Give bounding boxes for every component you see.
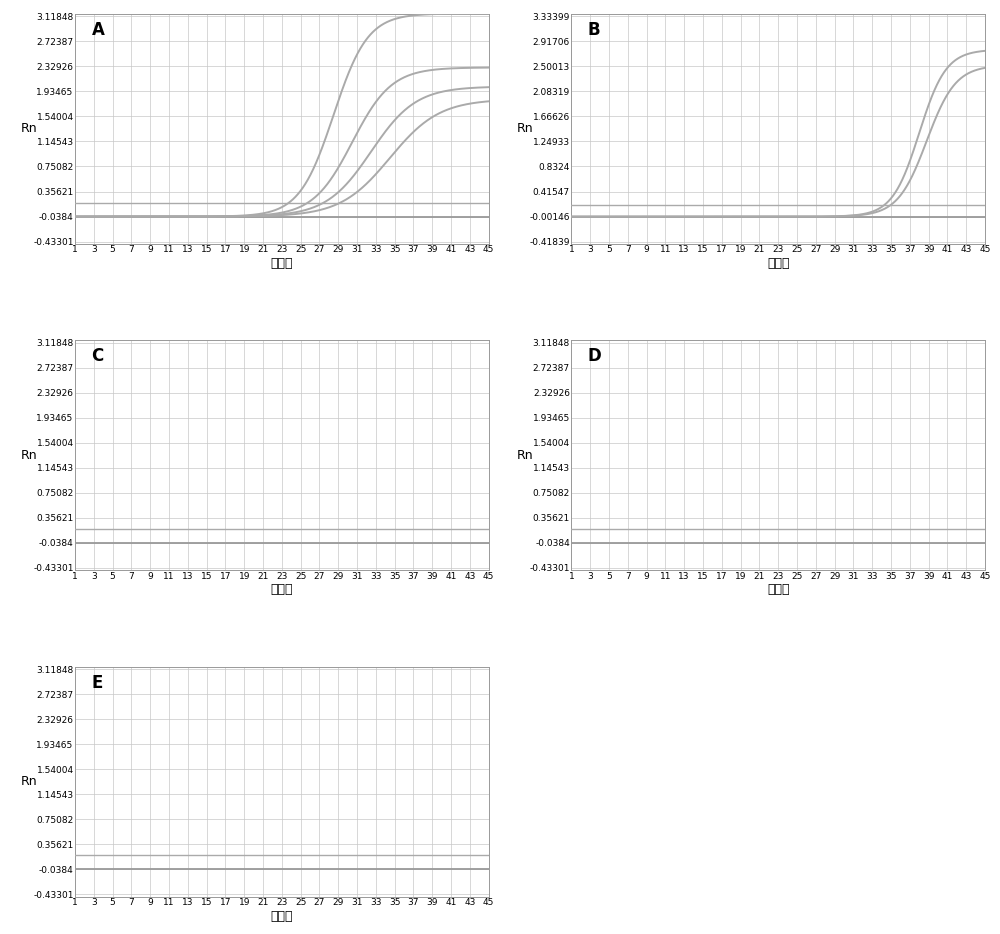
X-axis label: 循环数: 循环数 — [271, 910, 293, 923]
Y-axis label: Rn: Rn — [517, 122, 534, 135]
Y-axis label: Rn: Rn — [21, 775, 37, 788]
Text: B: B — [588, 21, 601, 39]
Y-axis label: Rn: Rn — [21, 449, 37, 461]
Text: E: E — [92, 673, 103, 692]
Text: D: D — [588, 347, 602, 365]
Y-axis label: Rn: Rn — [21, 122, 37, 135]
Text: C: C — [92, 347, 104, 365]
X-axis label: 循环数: 循环数 — [767, 584, 789, 597]
X-axis label: 循环数: 循环数 — [271, 584, 293, 597]
X-axis label: 循环数: 循环数 — [767, 257, 789, 270]
Text: A: A — [92, 21, 104, 39]
X-axis label: 循环数: 循环数 — [271, 257, 293, 270]
Y-axis label: Rn: Rn — [517, 449, 534, 461]
